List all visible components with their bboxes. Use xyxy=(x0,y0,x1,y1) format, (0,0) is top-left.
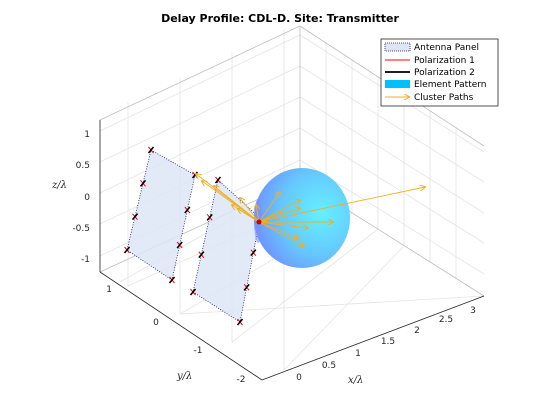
legend-panel-swatch xyxy=(384,42,411,52)
x-tick-label: 3 xyxy=(470,306,476,316)
polarization-2-dipole xyxy=(250,249,257,257)
legend-label: Antenna Panel xyxy=(414,43,479,53)
legend-entry-polarization-1: Polarization 1 xyxy=(385,56,475,66)
polarization-2-dipole xyxy=(176,241,183,249)
legend-entry-cluster-paths: Cluster Paths xyxy=(385,93,474,103)
antenna-element xyxy=(139,179,147,187)
x-tick-label: 1.5 xyxy=(381,337,395,347)
legend-label: Element Pattern xyxy=(414,80,487,90)
legend: Antenna Panel Polarization 1 Polarizatio… xyxy=(380,38,499,107)
antenna-element xyxy=(147,146,155,154)
polarization-2-dipole xyxy=(123,246,131,254)
cluster-path-arrow xyxy=(238,209,260,223)
antenna-panel xyxy=(123,146,199,284)
antenna-element xyxy=(250,249,257,257)
legend-entry-polarization-2: Polarization 2 xyxy=(385,68,475,78)
antenna-element xyxy=(189,288,197,296)
antenna-element xyxy=(131,213,139,221)
antenna-element xyxy=(214,176,222,184)
antenna-element xyxy=(184,206,191,214)
antenna-element xyxy=(206,213,213,221)
z-tick-label: 0.5 xyxy=(76,161,90,171)
cluster-path-arrow xyxy=(258,221,308,228)
z-tick-label: -1 xyxy=(81,255,90,265)
y-tick-label: -1 xyxy=(194,346,203,356)
x-axis-line xyxy=(261,295,485,381)
cluster-path-arrow xyxy=(258,221,304,246)
x-axis-label: x/λ xyxy=(348,375,363,386)
z-tick-label: 1 xyxy=(84,130,90,140)
legend-patch-swatch xyxy=(385,80,410,88)
y-tick-labels: 1 0 -1 -2 xyxy=(106,285,245,385)
legend-entry-element-pattern: Element Pattern xyxy=(385,80,487,90)
antenna-panels xyxy=(123,146,264,326)
cluster-path-arrow xyxy=(258,192,280,223)
cluster-path-arrow xyxy=(256,205,259,223)
legend-label: Polarization 2 xyxy=(414,68,475,78)
cluster-path-arrow xyxy=(258,221,298,238)
z-tick-labels: 1 0.5 0 -0.5 -1 xyxy=(72,130,90,265)
antenna-element xyxy=(123,246,131,254)
antenna-element xyxy=(243,283,250,291)
antenna-element xyxy=(236,318,244,326)
x-tick-label: 0.5 xyxy=(322,361,336,371)
y-tick-label: 1 xyxy=(106,285,112,295)
polarization-2-dipole xyxy=(198,251,205,259)
antenna-element xyxy=(176,241,183,249)
legend-label: Polarization 1 xyxy=(414,56,475,66)
pattern-origin-marker xyxy=(256,219,262,225)
back-wall-right xyxy=(300,26,484,296)
y-tick-label: -2 xyxy=(237,375,246,385)
polarization-2-dipole xyxy=(131,213,139,221)
chart-title: Delay Profile: CDL-D. Site: Transmitter xyxy=(161,12,399,25)
axis-lines xyxy=(99,120,485,381)
polarization-2-dipole xyxy=(168,276,176,284)
y-axis-label: y/λ xyxy=(176,371,192,382)
polarization-2-dipole xyxy=(243,283,250,291)
x-tick-label: 0 xyxy=(296,373,302,383)
cluster-path-arrow xyxy=(258,187,425,223)
polarization-2-dipole xyxy=(214,176,222,184)
x-tick-label: 2 xyxy=(414,326,420,336)
cluster-path-arrow xyxy=(202,181,260,223)
y-tick-label: 0 xyxy=(153,318,159,328)
polarization-2-dipole xyxy=(206,213,213,221)
x-tick-labels: 0 0.5 1 1.5 2 2.5 3 xyxy=(296,306,476,383)
z-tick-label: -0.5 xyxy=(72,224,90,234)
z-axis-label: z/λ xyxy=(51,180,67,191)
polarization-2-dipole xyxy=(236,318,244,326)
x-tick-label: 1 xyxy=(355,349,361,359)
cluster-path-arrow xyxy=(240,198,260,223)
polarization-2-dipole xyxy=(139,179,147,187)
y-axis-line xyxy=(99,271,263,381)
cluster-path-arrow xyxy=(258,200,300,223)
cluster-paths xyxy=(196,174,425,246)
antenna-element xyxy=(168,276,176,284)
legend-label: Cluster Paths xyxy=(414,93,474,103)
polarization-2-dipole xyxy=(184,206,191,214)
antenna-element xyxy=(198,251,205,259)
legend-entry-antenna-panel: Antenna Panel xyxy=(384,42,479,53)
z-tick-label: 0 xyxy=(84,193,90,203)
polarization-2-dipole xyxy=(147,146,155,154)
polarization-2-dipole xyxy=(189,288,197,296)
x-tick-label: 2.5 xyxy=(439,315,453,325)
